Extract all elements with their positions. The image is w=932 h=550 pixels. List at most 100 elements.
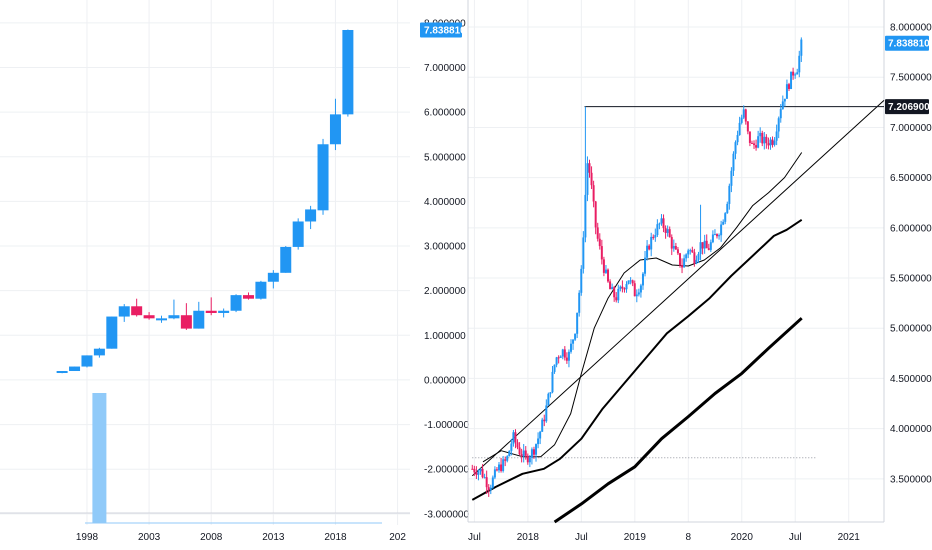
candle	[635, 294, 638, 297]
candle	[658, 223, 661, 225]
candle	[779, 109, 782, 119]
candle	[596, 227, 599, 239]
candle	[683, 258, 686, 268]
candle	[773, 140, 776, 145]
right-y-tick-label: 4.500000	[890, 374, 932, 385]
candle	[716, 234, 719, 237]
candle	[493, 469, 496, 478]
left-x-tick-label: 202	[389, 532, 406, 543]
right-x-tick-label: Jul	[575, 532, 588, 543]
candle	[168, 315, 180, 319]
candle	[535, 444, 538, 455]
candle	[598, 238, 601, 247]
candle	[666, 229, 669, 233]
candle	[567, 351, 570, 361]
candle	[329, 114, 341, 145]
candle	[502, 459, 505, 471]
candle	[744, 109, 747, 122]
candle	[180, 315, 192, 329]
candle	[473, 468, 476, 473]
left-y-tick-label: 4.000000	[424, 197, 466, 208]
candle	[193, 310, 205, 329]
candle	[205, 310, 217, 313]
candle	[81, 355, 93, 367]
candle	[722, 221, 725, 225]
candle	[736, 135, 739, 143]
candle	[604, 269, 607, 273]
candle	[514, 432, 517, 443]
left-x-tick-label: 2013	[262, 532, 285, 543]
left-y-tick-label: -1.000000	[424, 420, 469, 431]
right-y-tick-label: 8.000000	[890, 23, 932, 34]
candle	[728, 185, 731, 204]
candle	[641, 273, 644, 286]
candle	[629, 280, 632, 282]
candle	[305, 209, 317, 222]
candle	[627, 280, 630, 285]
candle	[576, 312, 579, 334]
horizontal-line-label: 7.206900	[888, 102, 930, 113]
left-y-tick-label: -2.000000	[424, 465, 469, 476]
candle	[796, 72, 799, 75]
right-x-tick-label: Jul	[789, 532, 802, 543]
candle	[547, 393, 550, 406]
candle	[753, 143, 756, 146]
left-y-tick-label: 5.000000	[424, 152, 466, 163]
candle	[617, 288, 620, 301]
last-price-badge	[420, 22, 462, 38]
candle	[746, 121, 749, 132]
candle	[765, 136, 768, 144]
candle	[742, 109, 745, 118]
candle	[757, 136, 760, 148]
candle	[767, 143, 770, 146]
candle	[342, 29, 354, 115]
candle	[518, 447, 521, 455]
candle	[711, 234, 714, 243]
candle	[56, 371, 68, 374]
candle	[631, 280, 634, 284]
candle	[557, 357, 560, 359]
candle	[131, 306, 143, 316]
candle	[489, 487, 492, 491]
candle	[750, 142, 753, 144]
right-x-tick-label: 2018	[517, 532, 540, 543]
candle	[106, 316, 118, 349]
right-last-price-label: 7.838810	[888, 39, 930, 50]
candle	[292, 221, 304, 247]
left-y-tick-label: 3.000000	[424, 242, 466, 253]
candle	[748, 131, 751, 143]
left-y-tick-label: 1.000000	[424, 331, 466, 342]
right-x-tick-label: 2019	[624, 532, 647, 543]
candle	[693, 252, 696, 264]
candle	[674, 246, 677, 250]
candle	[646, 245, 649, 258]
candle	[703, 240, 706, 249]
candle	[619, 286, 622, 289]
candle	[580, 268, 583, 293]
right-y-tick-label: 5.500000	[890, 274, 932, 285]
left-x-tick-label: 2008	[200, 532, 223, 543]
candle	[543, 419, 546, 422]
candle	[584, 194, 587, 238]
candle	[255, 281, 267, 299]
left-y-tick-label: 6.000000	[424, 108, 466, 119]
candle	[524, 450, 527, 456]
candle	[621, 286, 624, 289]
right-y-tick-label: 6.500000	[890, 173, 932, 184]
candle	[650, 236, 653, 250]
candle	[689, 250, 692, 252]
candle	[697, 254, 700, 260]
candle	[590, 172, 593, 186]
candle	[769, 139, 772, 146]
left-x-tick-label: 2003	[138, 532, 161, 543]
candle	[143, 315, 155, 319]
candle	[563, 349, 566, 358]
candle	[481, 468, 484, 478]
candle	[738, 122, 741, 136]
candle	[582, 237, 585, 269]
candle	[218, 310, 230, 313]
left-y-tick-label: 2.000000	[424, 286, 466, 297]
candle	[775, 131, 778, 141]
candle	[607, 269, 610, 282]
